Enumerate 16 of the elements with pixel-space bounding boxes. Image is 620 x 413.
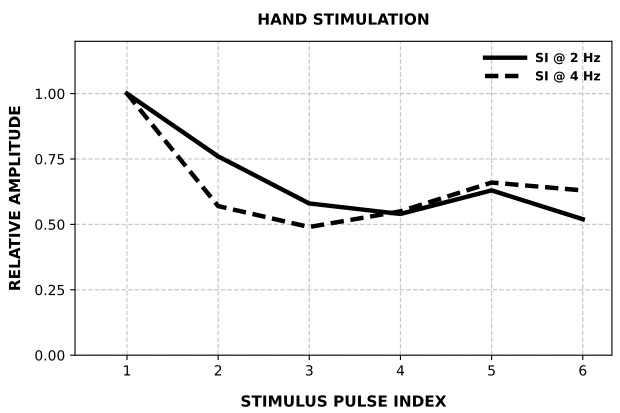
y-tick-label: 0.50 bbox=[35, 219, 64, 230]
legend-label: SI @ 4 Hz bbox=[536, 71, 600, 83]
chart-title: HAND STIMULATION bbox=[258, 13, 428, 25]
y-tick-label: 0.00 bbox=[35, 350, 64, 361]
x-tick-label: 3 bbox=[306, 365, 313, 376]
x-tick-label: 4 bbox=[396, 365, 404, 376]
x-axis-title: STIMULUS PULSE INDEX bbox=[242, 395, 446, 407]
x-tick-label: 2 bbox=[214, 365, 222, 376]
legend-label: SI @ 2 Hz bbox=[536, 52, 600, 64]
x-tick-label: 5 bbox=[488, 365, 495, 376]
y-axis-title: RELATIVE AMPLITUDE bbox=[8, 106, 20, 290]
y-tick-label: 0.25 bbox=[35, 284, 64, 296]
x-tick-label: 6 bbox=[579, 365, 586, 376]
y-tick-label: 1.00 bbox=[36, 88, 64, 100]
x-tick-label: 1 bbox=[124, 365, 130, 376]
y-tick-label: 0.75 bbox=[35, 154, 64, 164]
